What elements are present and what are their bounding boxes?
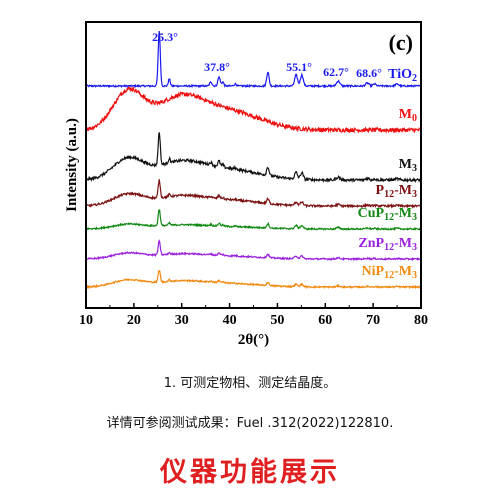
caption-line-2: 详情可参阅测试成果：Fuel .312(2022)122810.	[106, 416, 394, 431]
series-label-p12-m3: P12-M3	[376, 183, 417, 200]
series-line-znp12-m3	[85, 239, 422, 262]
series-label-m0: M0	[399, 107, 417, 124]
x-tick-label-60: 60	[318, 313, 332, 328]
peak-label-1: 37.8°	[204, 60, 230, 74]
series-line-m3	[85, 132, 422, 184]
series-line-nip12-m3	[85, 269, 422, 290]
panel-label: (c)	[389, 30, 413, 55]
peak-label-3: 62.7°	[323, 65, 349, 79]
x-tick-label-50: 50	[270, 313, 284, 328]
x-axis-label: 2θ(°)	[238, 332, 269, 348]
series-line-p12-m3	[85, 179, 422, 209]
series-label-cup12-m3: CuP12-M3	[358, 206, 417, 223]
x-tick-label-40: 40	[223, 313, 237, 328]
xrd-chart: TiO2 M0 M3 P12-M3 CuP12-M3 ZnP12-M3 NiP12-M3 25…	[64, 21, 428, 348]
series-label-nip12-m3: NiP12-M3	[362, 264, 417, 281]
peak-label-0: 25.3°	[152, 30, 178, 44]
x-tick-label-20: 20	[127, 313, 141, 328]
banner-title: 仪器功能展示	[160, 457, 340, 488]
series-line-m0	[85, 86, 422, 134]
series-label-tio2: TiO2	[388, 67, 417, 84]
y-axis-label: Intensity (a.u.)	[64, 118, 80, 212]
series-label-znp12-m3: ZnP12-M3	[358, 236, 417, 253]
series-label-m3: M3	[399, 157, 417, 174]
caption-line-1: 1. 可测定物相、测定结晶度。	[163, 376, 337, 391]
x-tick-label-30: 30	[175, 313, 189, 328]
series-line-cup12-m3	[85, 208, 422, 232]
peak-label-4: 68.6°	[356, 66, 382, 80]
series-line-tio2	[85, 30, 422, 89]
x-tick-label-70: 70	[366, 313, 380, 328]
x-tick-label-80: 80	[414, 313, 428, 328]
x-tick-label-10: 10	[79, 313, 93, 328]
peak-label-2: 55.1°	[286, 60, 312, 74]
